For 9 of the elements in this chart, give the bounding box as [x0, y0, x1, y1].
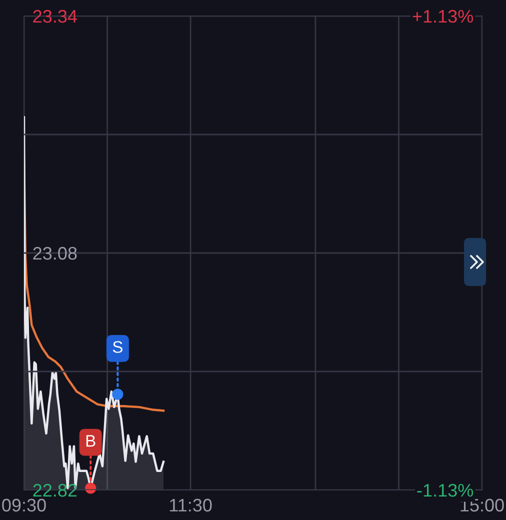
- y2-tick-label: +1.13%: [412, 10, 474, 23]
- annotation: B: [86, 435, 96, 447]
- y-tick-label: 23.08: [33, 246, 77, 260]
- y-tick-label: 22.82: [33, 484, 77, 497]
- x-tick-label: 09:30: [2, 498, 46, 512]
- annotation: S: [112, 341, 122, 353]
- y-tick-label: 23.34: [33, 10, 77, 23]
- x-tick-label: 11:30: [170, 498, 212, 512]
- y2-tick-label: -1.13%: [417, 484, 474, 497]
